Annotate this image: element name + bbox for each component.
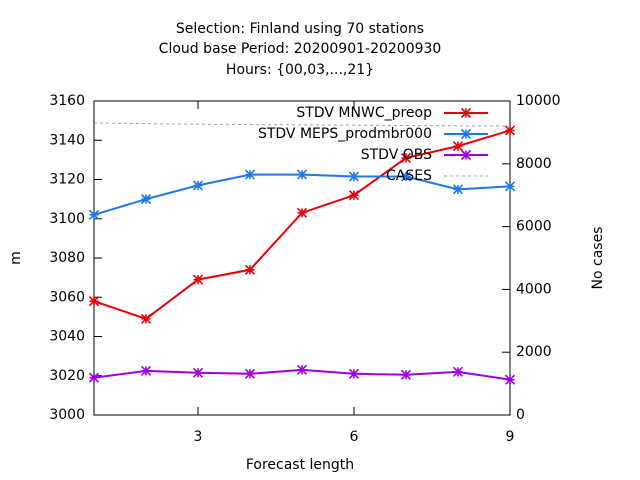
title-line-1: Selection: Finland using 70 stations bbox=[176, 21, 424, 37]
data-point bbox=[400, 369, 412, 380]
legend-label: STDV MNWC_preop bbox=[296, 105, 432, 121]
legend: STDV MNWC_preop STDV MEPS_prodmbr000 STDV … bbox=[258, 105, 488, 184]
legend-swatch-marker bbox=[460, 149, 472, 161]
title-line-2: Cloud base Period: 20200901-20200930 bbox=[159, 41, 442, 57]
data-point bbox=[192, 367, 204, 378]
data-point bbox=[140, 194, 152, 205]
data-point bbox=[244, 169, 256, 180]
data-point bbox=[140, 313, 152, 324]
y-axis-label-left: m bbox=[8, 251, 24, 265]
data-point bbox=[244, 368, 256, 379]
y-tick-left-label: 3100 bbox=[49, 211, 85, 227]
data-point bbox=[504, 374, 516, 385]
x-tick-label: 3 bbox=[194, 429, 203, 445]
y-tick-right-label: 2000 bbox=[516, 344, 552, 360]
data-point bbox=[192, 274, 204, 285]
data-point bbox=[88, 209, 100, 220]
data-point bbox=[192, 180, 204, 191]
legend-swatch-marker bbox=[460, 128, 472, 140]
y-tick-right-label: 6000 bbox=[516, 219, 552, 235]
data-point bbox=[452, 184, 464, 195]
data-point bbox=[452, 366, 464, 377]
data-point bbox=[348, 368, 360, 379]
y-axis-label-right: No cases bbox=[590, 227, 606, 290]
data-point bbox=[504, 125, 516, 136]
axis-ticks: 3000 3020 3040 3060 3080 3100 3120 3140 3160 0 200… bbox=[49, 93, 560, 445]
data-point bbox=[140, 365, 152, 376]
data-point bbox=[244, 264, 256, 275]
y-tick-left-label: 3120 bbox=[49, 172, 85, 188]
data-point bbox=[296, 169, 308, 180]
y-tick-left-label: 3000 bbox=[49, 407, 85, 423]
series-group bbox=[88, 122, 516, 385]
y-tick-left-label: 3060 bbox=[49, 289, 85, 305]
data-point bbox=[452, 141, 464, 152]
y-tick-left-label: 3020 bbox=[49, 368, 85, 384]
legend-label: STDV MEPS_prodmbr000 bbox=[258, 126, 432, 142]
data-point bbox=[348, 190, 360, 201]
data-point bbox=[88, 372, 100, 383]
data-point bbox=[400, 171, 412, 182]
x-tick-label: 9 bbox=[506, 429, 515, 445]
y-tick-right-label: 0 bbox=[516, 407, 525, 423]
series-2 bbox=[88, 169, 516, 220]
data-point bbox=[296, 364, 308, 375]
y-tick-left-label: 3140 bbox=[49, 132, 85, 148]
data-point bbox=[504, 181, 516, 192]
chart-title: Selection: Finland using 70 stations Clo… bbox=[159, 21, 442, 78]
y-tick-right-label: 10000 bbox=[516, 93, 561, 109]
y-tick-left-label: 3160 bbox=[49, 93, 85, 109]
series-line bbox=[93, 129, 511, 320]
data-point bbox=[88, 296, 100, 307]
data-point bbox=[348, 171, 360, 182]
y-tick-right-label: 8000 bbox=[516, 156, 552, 172]
y-tick-left-label: 3080 bbox=[49, 250, 85, 266]
series-1 bbox=[88, 125, 516, 324]
title-line-3: Hours: {00,03,...,21} bbox=[226, 62, 374, 78]
x-axis-label: Forecast length bbox=[246, 457, 354, 473]
series-3 bbox=[88, 364, 516, 385]
data-point bbox=[296, 207, 308, 218]
data-point bbox=[400, 152, 412, 163]
y-tick-left-label: 3040 bbox=[49, 329, 85, 345]
legend-swatch-marker bbox=[460, 107, 472, 119]
y-tick-right-label: 4000 bbox=[516, 281, 552, 297]
legend-label: STDV OBS bbox=[361, 147, 432, 163]
legend-label: CASES bbox=[386, 168, 432, 184]
x-tick-label: 6 bbox=[350, 429, 359, 445]
